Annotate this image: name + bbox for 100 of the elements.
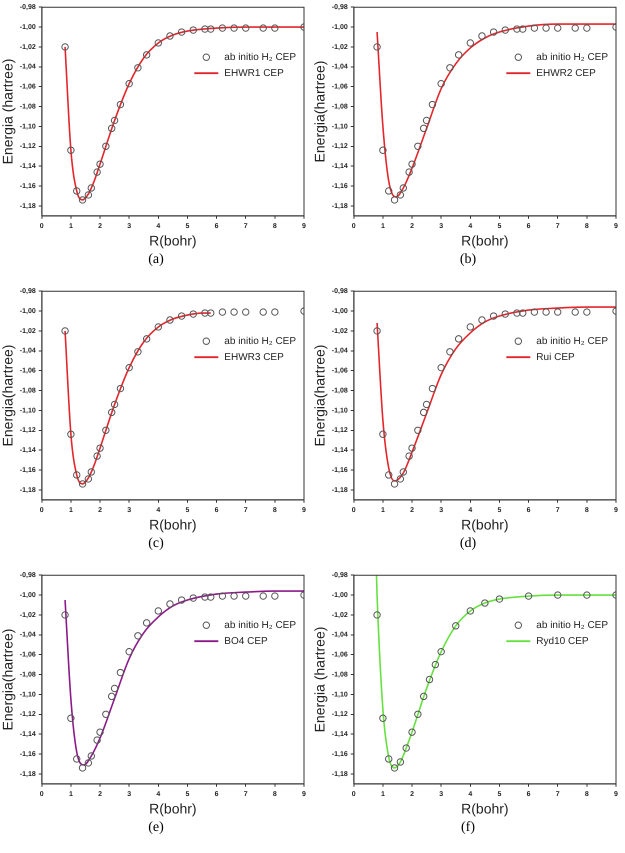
point — [88, 468, 95, 476]
point — [496, 595, 504, 603]
point — [230, 592, 238, 600]
point — [379, 146, 387, 154]
point — [154, 323, 162, 331]
point — [426, 676, 434, 684]
point — [554, 591, 562, 599]
point — [405, 168, 413, 176]
point — [414, 426, 422, 434]
point — [142, 619, 150, 627]
point — [108, 692, 116, 700]
point — [125, 80, 133, 88]
point — [466, 39, 474, 47]
point — [379, 714, 387, 722]
point — [102, 710, 110, 718]
point — [142, 335, 150, 343]
point — [142, 51, 150, 59]
legend-label: ab initio H₂ CEP — [536, 336, 608, 347]
point — [420, 692, 428, 700]
point — [190, 594, 197, 602]
point — [207, 309, 214, 317]
point — [218, 308, 226, 316]
x-axis-title: R(bohr) — [149, 800, 197, 816]
y-axis-title: Energia(hartree) — [311, 60, 328, 162]
point — [178, 312, 186, 320]
point — [422, 116, 430, 124]
point — [379, 430, 387, 438]
text: (f) — [460, 820, 476, 836]
point — [166, 32, 174, 40]
point — [201, 25, 209, 33]
point — [108, 124, 116, 132]
point — [478, 316, 486, 324]
point — [166, 600, 174, 608]
point — [554, 24, 562, 32]
point — [385, 187, 392, 195]
point — [524, 592, 532, 600]
legend-label: Rui CEP — [536, 352, 575, 363]
legend-label: ab initio H₂ CEP — [224, 336, 296, 347]
point — [201, 593, 209, 601]
point — [190, 310, 197, 318]
text: (b) — [458, 252, 478, 268]
point — [73, 471, 80, 479]
point — [396, 475, 404, 483]
point — [408, 444, 416, 452]
point — [78, 196, 86, 204]
point — [385, 755, 392, 763]
point — [420, 408, 428, 416]
point — [414, 142, 422, 150]
point — [408, 160, 416, 168]
point — [385, 471, 392, 479]
point — [154, 39, 162, 47]
point — [84, 475, 92, 483]
point — [178, 28, 186, 36]
point — [88, 184, 95, 192]
point — [373, 43, 381, 51]
point — [466, 607, 474, 615]
point — [454, 335, 462, 343]
point — [93, 168, 101, 176]
point — [271, 308, 279, 316]
point — [67, 146, 75, 154]
legend-label: EHWR3 CEP — [224, 352, 284, 363]
y-axis-title: Energia (hartree) — [0, 58, 16, 164]
y-axis-title: Energia(hartree) — [0, 344, 16, 446]
point — [73, 187, 80, 195]
point — [390, 196, 398, 204]
point — [242, 24, 250, 32]
point — [178, 596, 186, 604]
point — [530, 308, 538, 316]
point — [110, 684, 118, 692]
point — [422, 400, 430, 408]
point — [67, 430, 75, 438]
point — [230, 308, 238, 316]
x-axis-title: R(bohr) — [461, 232, 509, 248]
point — [260, 24, 267, 32]
point — [93, 736, 101, 744]
point — [134, 632, 142, 640]
point — [271, 24, 279, 32]
point — [513, 309, 521, 317]
y-axis-title: Energia (hartree) — [311, 626, 328, 732]
point — [108, 408, 116, 416]
text: (a) — [147, 252, 165, 268]
point — [513, 25, 521, 33]
point — [572, 24, 579, 32]
legend-label: Ryd10 CEP — [536, 636, 589, 647]
point — [502, 310, 509, 318]
legend-label: ab initio H₂ CEP — [224, 52, 296, 63]
point — [116, 384, 124, 392]
point — [454, 51, 462, 59]
point — [260, 592, 267, 600]
point — [396, 191, 404, 199]
point — [400, 468, 407, 476]
point — [73, 755, 80, 763]
text: (d) — [458, 536, 478, 552]
point — [530, 24, 538, 32]
point — [96, 728, 104, 736]
point — [271, 592, 279, 600]
x-axis-title: R(bohr) — [149, 232, 197, 248]
point — [134, 348, 142, 356]
point — [96, 160, 104, 168]
point — [84, 191, 92, 199]
